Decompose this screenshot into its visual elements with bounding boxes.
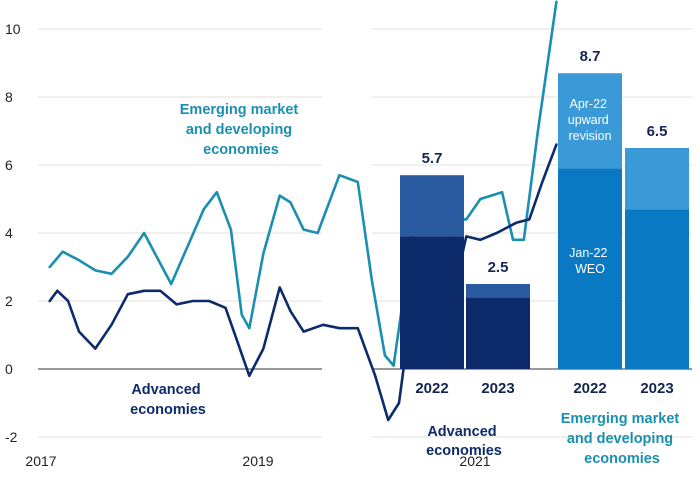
bar-year-advanced-2023: 2023 xyxy=(481,380,514,397)
revision-annotation-1: Apr-22 xyxy=(569,97,607,111)
emde-line-label-2: and developing xyxy=(186,122,292,138)
bar-value-emde-2022: 8.7 xyxy=(580,48,601,65)
x-tick-label: 2019 xyxy=(242,453,273,469)
emde-line-label-1: Emerging market xyxy=(180,102,299,118)
bar-revision-advanced-2022 xyxy=(400,175,464,237)
emde-group-label-1: Emerging market xyxy=(561,411,680,427)
bar-revision-emde-2022 xyxy=(558,73,622,169)
y-axis-ticks: -2 0 2 4 6 8 10 xyxy=(5,21,21,445)
bar-year-emde-2022: 2022 xyxy=(573,380,606,397)
revision-annotation-2: upward xyxy=(568,113,609,127)
bar-value-emde-2023: 6.5 xyxy=(647,123,668,140)
advanced-group-label: Advanced economies xyxy=(426,424,502,459)
emde-group-label-2: and developing xyxy=(567,431,673,447)
advanced-line-label: Advanced economies xyxy=(130,382,206,418)
y-tick-label: 0 xyxy=(5,361,13,377)
advanced-line-label-1: Advanced xyxy=(131,382,200,398)
bar-year-emde-2023: 2023 xyxy=(640,380,673,397)
revision-annotation-3: revision xyxy=(568,129,611,143)
base-annotation-2: WEO xyxy=(575,262,605,276)
emde-line-label-3: economies xyxy=(203,142,279,158)
x-axis-ticks: 2017 2019 2021 xyxy=(25,453,490,469)
y-tick-label: 8 xyxy=(5,89,13,105)
emde-group-label-3: economies xyxy=(584,451,660,467)
x-tick-label: 2021 xyxy=(459,453,490,469)
bar-value-advanced-2023: 2.5 xyxy=(488,259,509,276)
y-tick-label: 4 xyxy=(5,225,13,241)
emde-line-label: Emerging market and developing economies xyxy=(180,102,303,158)
bar-value-advanced-2022: 5.7 xyxy=(422,150,443,167)
revision-annotation: Apr-22 upward revision xyxy=(568,97,612,143)
line-series xyxy=(48,0,558,422)
bar-year-advanced-2022: 2022 xyxy=(415,380,448,397)
y-tick-label: 10 xyxy=(5,21,21,37)
advanced-group-label-2: economies xyxy=(426,443,502,459)
y-tick-label: -2 xyxy=(5,429,18,445)
bar-base-emde-2022 xyxy=(558,168,622,369)
bar-revision-advanced-2023 xyxy=(466,284,530,298)
y-tick-label: 6 xyxy=(5,157,13,173)
base-annotation-1: Jan-22 xyxy=(569,246,607,260)
bar-base-advanced-2023 xyxy=(466,297,530,369)
advanced-group-label-1: Advanced xyxy=(427,424,496,440)
base-annotation: Jan-22 WEO xyxy=(569,246,611,276)
bar-series: 5.7 2022 2.5 2023 8.7 2022 6.5 2023 xyxy=(400,48,689,397)
series-advanced-line xyxy=(48,143,558,422)
bar-base-advanced-2022 xyxy=(400,236,464,369)
advanced-line-label-2: economies xyxy=(130,402,206,418)
y-tick-label: 2 xyxy=(5,293,13,309)
emde-group-label: Emerging market and developing economies xyxy=(561,411,684,467)
x-tick-label: 2017 xyxy=(25,453,56,469)
bar-revision-emde-2023 xyxy=(625,148,689,210)
bar-base-emde-2023 xyxy=(625,209,689,369)
series-emde-line xyxy=(48,0,558,367)
